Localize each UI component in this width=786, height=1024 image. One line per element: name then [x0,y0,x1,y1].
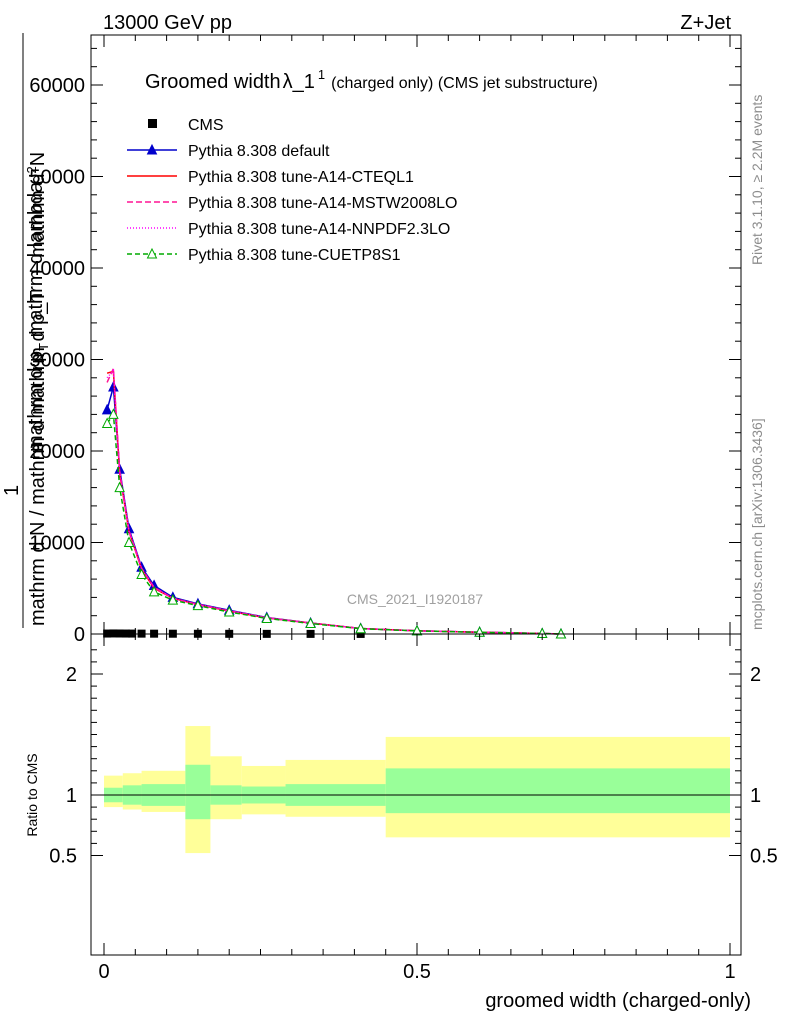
ratio-ytick-label-right: 0.5 [750,846,778,868]
main-ytick-labels: 0 10000 20000 30000 40000 50000 60000 [29,75,85,646]
ylabel-top-text: mathrm d [27,174,49,258]
series-line-4 [106,412,562,635]
ratio-ytick-label-right: 1 [750,785,761,807]
ratio-ytick-labels: 0.5 0.5 1 1 2 2 [49,664,778,868]
main-ytick-label: 30000 [29,350,85,372]
legend-label-5: Pythia 8.308 tune-CUETP8S1 [188,247,401,264]
cms-point [109,629,118,638]
legend-label-3: Pythia 8.308 tune-A14-MSTW2008LO [188,195,457,212]
mcplots-label: mcplots.cern.ch [arXiv:1306.3436] [749,418,765,630]
legend-cms-marker [148,119,157,128]
legend-marker-1 [146,143,158,155]
cms-point [115,629,124,638]
series-marker-4 [355,622,366,634]
chart-title-main: Groomed width [145,71,281,93]
ratio-panel: 0.5 0.51 12 2 0 0.5 1 Ratio to CMS groomed wi… [24,633,778,1012]
xlabel: groomed width (charged-only) [485,990,751,1012]
series-line-2 [106,368,562,635]
ratio-ylabel: Ratio to CMS [24,753,40,836]
legend: CMS Pythia 8.308 default Pythia 8.308 tune… [127,117,457,264]
ratio-ytick-label: 1 [66,785,77,807]
main-series [101,368,567,639]
series-marker-4 [114,481,125,493]
rivet-label: Rivet 3.1.10, ≥ 2.2M events [749,95,765,265]
main-ylabel: mathrm d2N mathrm d pT mathrm d lambda 1… [1,33,51,628]
watermark: CMS_2021_I1920187 [347,591,483,607]
ylabel-denominator: mathrm d N / mathrm d mathrm d p_T [27,290,49,626]
ylabel-one: 1 [1,485,23,496]
main-ytick-label: 40000 [29,258,85,280]
ylabel-bottom-sub: T [36,343,51,351]
main-ytick-label: 20000 [29,441,85,463]
ratio-frame [90,633,742,956]
series-marker-4 [223,605,235,617]
ratio-ytick-label: 2 [66,664,77,686]
ylabel-bottom-rest: mathrm d lambda [25,181,47,343]
main-ytick-label: 0 [74,624,85,646]
legend-marker-5 [146,247,158,259]
ratio-axis-ticks [91,634,741,955]
series-marker-0 [101,403,113,415]
legend-label-1: Pythia 8.308 default [188,143,330,160]
legend-label-2: Pythia 8.308 tune-A14-CTEQL1 [188,169,414,186]
series-marker-4 [108,408,119,419]
series-marker-4 [261,612,273,623]
series-marker-4 [148,585,160,597]
series-marker-4 [192,599,204,611]
series-marker-4 [123,536,135,547]
series-line-3 [106,368,562,635]
ratio-ytick-label-right: 2 [750,664,761,686]
main-ytick-label: 10000 [29,533,85,555]
ratio-ytick-label: 0.5 [49,846,77,868]
legend-label-0: CMS [188,117,224,134]
header-energy: 13000 GeV pp [103,12,232,34]
ratio-xtick-label: 1 [724,961,735,983]
ratio-xtick-label: 0.5 [403,961,431,983]
chart-title: Groomed width λ_1 1 (charged only) (CMS jet… [145,67,598,93]
ylabel-top-rest: N [27,152,49,166]
ylabel-numerator-top: mathrm d2N [24,152,49,258]
series-marker-4 [167,594,179,605]
ratio-xtick-label: 0 [98,961,109,983]
series-marker-0 [108,380,119,392]
chart-title-rest: (charged only) (CMS jet substructure) [331,75,598,92]
main-ytick-label: 50000 [29,167,85,189]
chart-title-sup: 1 [318,67,325,82]
main-ytick-label: 60000 [29,75,85,97]
ylabel-bottom-text: mathrm d p [25,351,47,452]
series-marker-4 [305,617,316,628]
ratio-bands [104,726,730,854]
main-panel: 0 10000 20000 30000 40000 50000 60000 Groomed … [1,33,742,646]
inner-band-bin [385,768,730,814]
ratio-xtick-labels: 0 0.5 1 [98,961,735,983]
inner-band-bin [185,764,211,820]
ylabel-top-sup: 2 [24,166,39,173]
chart-title-lambda: λ_1 [283,71,315,93]
series-marker-4 [101,417,113,429]
series-marker-4 [136,568,147,580]
ylabel-numerator-bottom: mathrm d pT mathrm d lambda [25,181,51,452]
header-process: Z+Jet [680,12,731,34]
legend-label-4: Pythia 8.308 tune-A14-NNPDF2.3LO [188,221,450,238]
